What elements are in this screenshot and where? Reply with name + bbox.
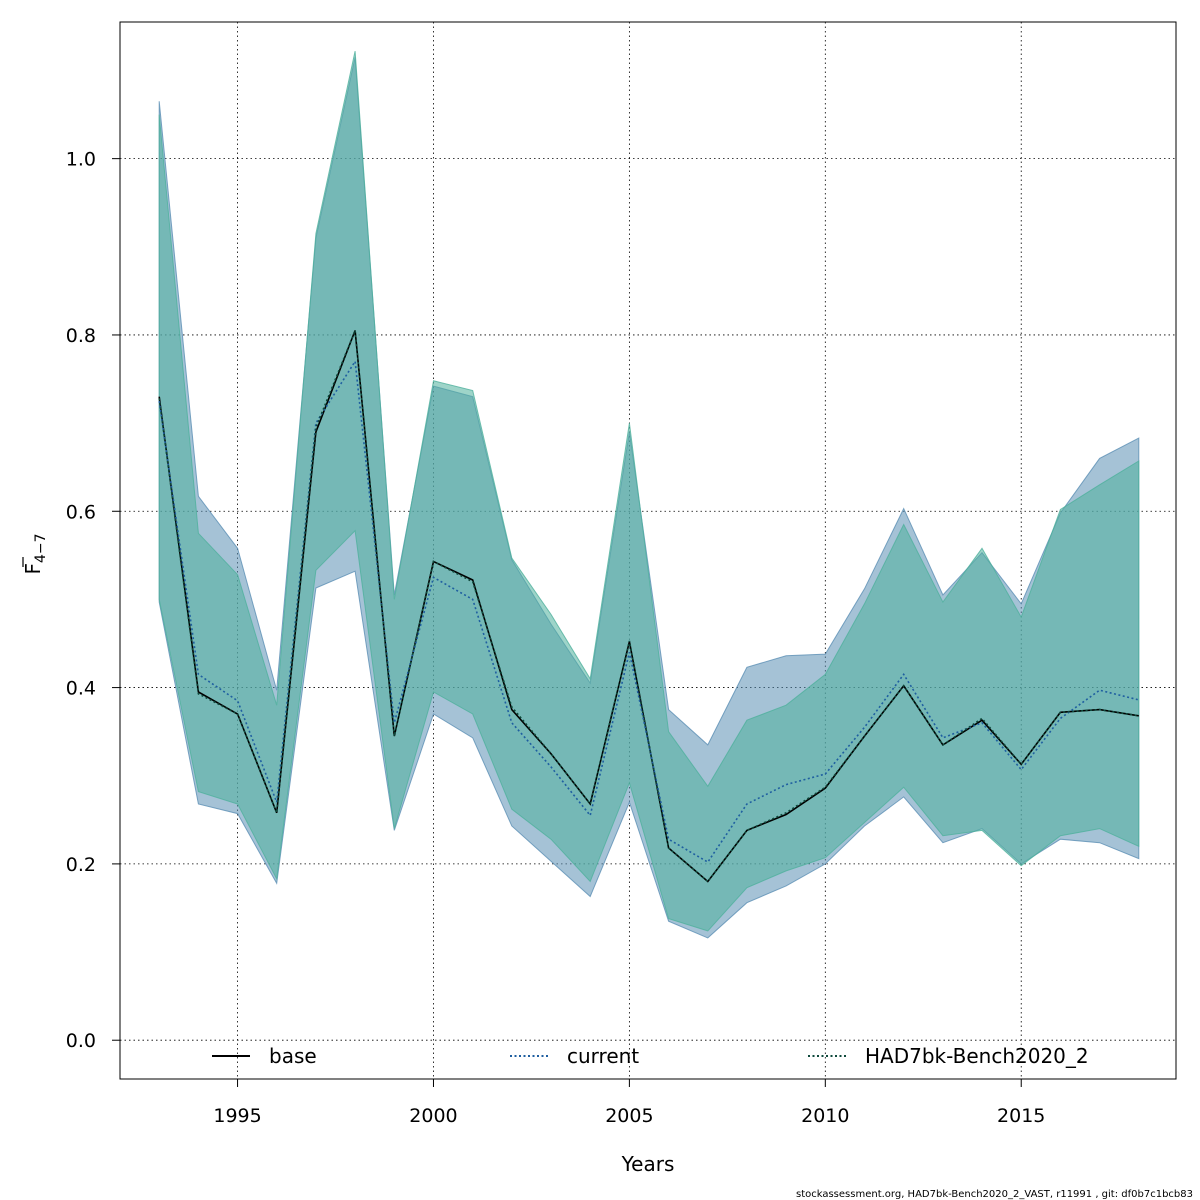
y-axis-title: F4−7	[21, 533, 49, 574]
legend-label-0: base	[269, 1044, 317, 1068]
band-had7bk-bench2020-2	[158, 50, 1140, 932]
y-tick-label: 0.0	[66, 1030, 96, 1052]
y-tick-label: 0.6	[66, 501, 96, 523]
legend-label-2: HAD7bk-Bench2020_2	[865, 1044, 1089, 1068]
x-tick-label: 2005	[605, 1105, 653, 1127]
x-tick-label: 2010	[801, 1105, 849, 1127]
y-tick-label: 0.8	[66, 325, 96, 347]
x-axis: 1995 2000 2005 2010 2015	[213, 1079, 1045, 1127]
x-axis-title: Years	[621, 1152, 675, 1176]
plot-frame	[119, 21, 1177, 1080]
y-tick-label: 1.0	[66, 149, 96, 171]
series-lines	[158, 330, 1139, 883]
y-tick-label: 0.4	[66, 678, 96, 700]
legend-label-1: current	[567, 1044, 639, 1068]
y-axis-title-sub: 4−7	[33, 533, 49, 563]
y-tick-label: 0.2	[66, 854, 96, 876]
svg-text:F4−7: F4−7	[21, 533, 49, 574]
legend: base current HAD7bk-Bench2020_2	[212, 1044, 1089, 1068]
grid	[120, 22, 1176, 1079]
y-axis: 0.0 0.2 0.4 0.6 0.8 1.0	[66, 149, 120, 1052]
x-tick-label: 2015	[997, 1105, 1045, 1127]
confidence-bands	[158, 50, 1140, 939]
y-axis-title-main: F	[21, 563, 45, 575]
footer-credit: stockassessment.org, HAD7bk-Bench2020_2_…	[796, 1189, 1193, 1200]
x-tick-label: 1995	[213, 1105, 261, 1127]
x-tick-label: 2000	[409, 1105, 457, 1127]
